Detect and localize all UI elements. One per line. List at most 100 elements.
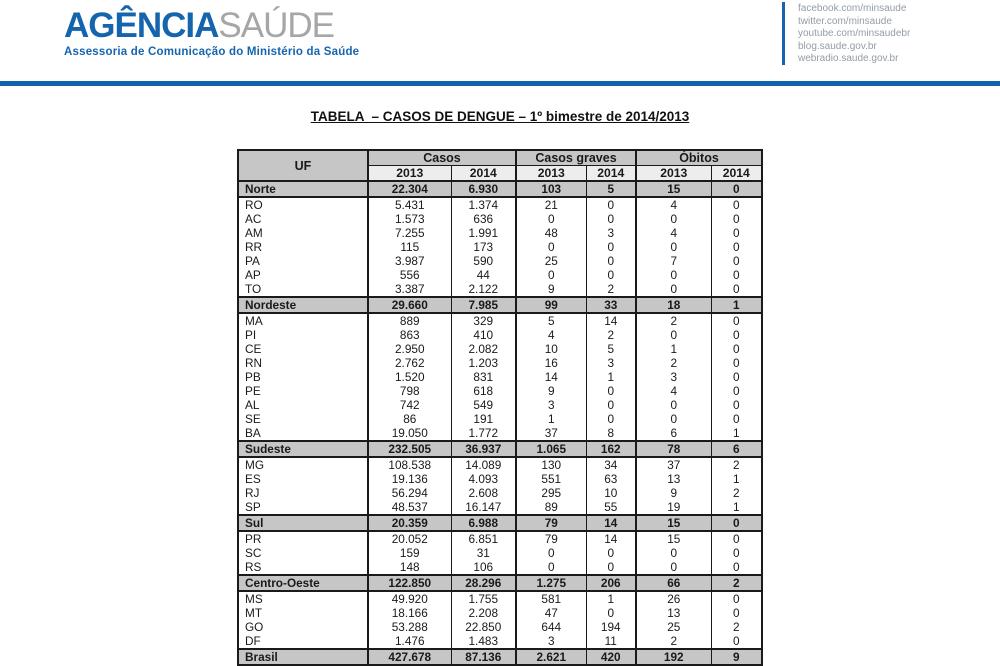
uf-cell: AP xyxy=(237,268,368,282)
value-cell: 26 xyxy=(635,591,711,606)
value-cell: 7.985 xyxy=(450,296,516,314)
uf-cell: AC xyxy=(237,212,368,226)
value-cell: 1.573 xyxy=(367,212,451,226)
state-row: RJ 56.294 2.608 295 10 9 2 xyxy=(237,486,762,500)
state-row: PR 20.052 6.851 79 14 15 0 xyxy=(237,531,762,546)
uf-cell: RR xyxy=(237,240,368,254)
logo-text-agencia: AGÊNCIA xyxy=(64,6,219,45)
group-header-row: UF Casos Casos graves Óbitos xyxy=(237,150,762,182)
value-cell: 0 xyxy=(710,328,762,342)
value-cell: 2 xyxy=(635,356,711,370)
value-cell: 863 xyxy=(367,328,451,342)
state-row: PE 798 618 9 0 4 0 xyxy=(237,384,762,398)
value-cell: 194 xyxy=(585,620,636,634)
state-row: RN 2.762 1.203 16 3 2 0 xyxy=(237,356,762,370)
value-cell: 556 xyxy=(367,268,451,282)
value-cell: 889 xyxy=(367,313,451,328)
year-header: 2013 xyxy=(367,165,451,182)
value-cell: 108.538 xyxy=(367,457,451,472)
value-cell: 31 xyxy=(450,546,516,560)
value-cell: 0 xyxy=(710,282,762,297)
uf-cell: Norte xyxy=(237,180,368,198)
value-cell: 2.082 xyxy=(450,342,516,356)
value-cell: 0 xyxy=(585,254,636,268)
table-header: UF Casos Casos graves Óbitos 2013 2014 201… xyxy=(237,150,762,182)
value-cell: 6.851 xyxy=(450,531,516,546)
value-cell: 2 xyxy=(710,620,762,634)
value-cell: 0 xyxy=(635,412,711,426)
value-cell: 206 xyxy=(585,574,636,592)
value-cell: 21 xyxy=(515,197,586,212)
region-total-row: Norte 22.304 6.930 103 5 15 0 xyxy=(237,180,762,198)
uf-cell: MA xyxy=(237,313,368,328)
value-cell: 2.621 xyxy=(515,648,586,666)
value-cell: 9 xyxy=(710,648,762,666)
value-cell: 19.050 xyxy=(367,426,451,441)
value-cell: 173 xyxy=(450,240,516,254)
uf-cell: RS xyxy=(237,560,368,575)
state-row: PI 863 410 4 2 0 0 xyxy=(237,328,762,342)
value-cell: 798 xyxy=(367,384,451,398)
value-cell: 0 xyxy=(585,398,636,412)
uf-cell: RO xyxy=(237,197,368,212)
social-link: youtube.com/minsaudebr xyxy=(798,28,911,40)
value-cell: 1.203 xyxy=(450,356,516,370)
value-cell: 48 xyxy=(515,226,586,240)
value-cell: 87.136 xyxy=(450,648,516,666)
value-cell: 79 xyxy=(515,514,586,532)
value-cell: 1 xyxy=(635,342,711,356)
uf-cell: MG xyxy=(237,457,368,472)
value-cell: 148 xyxy=(367,560,451,575)
state-row: AC 1.573 636 0 0 0 0 xyxy=(237,212,762,226)
uf-cell: RJ xyxy=(237,486,368,500)
value-cell: 0 xyxy=(585,606,636,620)
letterhead: AGÊNCIASAÚDE Assessoria de Comunicação d… xyxy=(0,0,1000,81)
state-row: MA 889 329 5 14 2 0 xyxy=(237,313,762,328)
value-cell: 2 xyxy=(585,282,636,297)
state-row: CE 2.950 2.082 10 5 1 0 xyxy=(237,342,762,356)
uf-cell: Brasil xyxy=(237,648,368,666)
value-cell: 6 xyxy=(710,440,762,458)
value-cell: 4 xyxy=(635,226,711,240)
value-cell: 0 xyxy=(710,634,762,649)
value-cell: 14 xyxy=(585,531,636,546)
year-header: 2013 xyxy=(635,165,711,182)
uf-cell: PI xyxy=(237,328,368,342)
uf-cell: SE xyxy=(237,412,368,426)
value-cell: 6.930 xyxy=(450,180,516,198)
uf-cell: PB xyxy=(237,370,368,384)
value-cell: 3 xyxy=(515,634,586,649)
value-cell: 549 xyxy=(450,398,516,412)
page-title: TABELA – CASOS DE DENGUE – 1º bimestre d… xyxy=(310,109,690,124)
value-cell: 1 xyxy=(585,370,636,384)
value-cell: 192 xyxy=(635,648,711,666)
value-cell: 0 xyxy=(710,591,762,606)
uf-cell: BA xyxy=(237,426,368,441)
uf-cell: PA xyxy=(237,254,368,268)
value-cell: 4 xyxy=(635,384,711,398)
value-cell: 10 xyxy=(585,486,636,500)
value-cell: 618 xyxy=(450,384,516,398)
value-cell: 2 xyxy=(635,634,711,649)
year-header: 2014 xyxy=(710,165,762,182)
value-cell: 0 xyxy=(585,197,636,212)
state-row: RS 148 106 0 0 0 0 xyxy=(237,560,762,575)
value-cell: 16.147 xyxy=(450,500,516,515)
value-cell: 0 xyxy=(710,268,762,282)
value-cell: 0 xyxy=(585,240,636,254)
value-cell: 1.772 xyxy=(450,426,516,441)
value-cell: 33 xyxy=(585,296,636,314)
value-cell: 9 xyxy=(515,282,586,297)
value-cell: 1 xyxy=(585,591,636,606)
state-row: RO 5.431 1.374 21 0 4 0 xyxy=(237,197,762,212)
state-row: MS 49.920 1.755 581 1 26 0 xyxy=(237,591,762,606)
value-cell: 14 xyxy=(585,514,636,532)
value-cell: 2 xyxy=(710,457,762,472)
value-cell: 66 xyxy=(635,574,711,592)
uf-cell: CE xyxy=(237,342,368,356)
value-cell: 9 xyxy=(635,486,711,500)
value-cell: 37 xyxy=(515,426,586,441)
value-cell: 2 xyxy=(710,486,762,500)
value-cell: 1.476 xyxy=(367,634,451,649)
value-cell: 48.537 xyxy=(367,500,451,515)
